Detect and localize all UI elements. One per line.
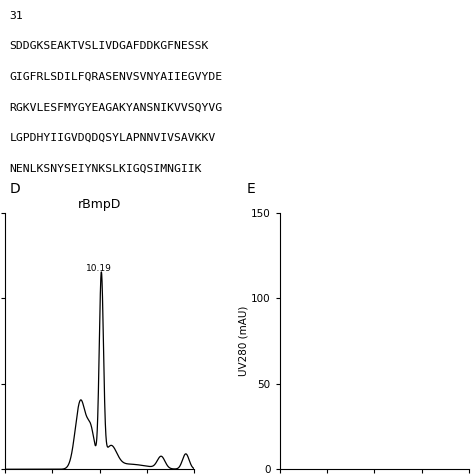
Text: E: E bbox=[246, 182, 255, 196]
Text: RGKVLESFMYGYEAGAKYANSNIKVVSQYVG: RGKVLESFMYGYEAGAKYANSNIKVVSQYVG bbox=[9, 102, 222, 112]
Text: 10.19: 10.19 bbox=[86, 264, 111, 273]
Text: D: D bbox=[9, 182, 20, 196]
Text: SDDGKSEAKTVSLIVDGAFDDKGFNESSK: SDDGKSEAKTVSLIVDGAFDDKGFNESSK bbox=[9, 41, 209, 51]
Text: NENLKSNYSEIYNKSLKIGQSIMNGIIK: NENLKSNYSEIYNKSLKIGQSIMNGIIK bbox=[9, 164, 202, 173]
Text: LGPDHYIIGVDQDQSYLAPNNVIVSAVKKV: LGPDHYIIGVDQDQSYLAPNNVIVSAVKKV bbox=[9, 133, 216, 143]
Y-axis label: UV280 (mAU): UV280 (mAU) bbox=[238, 306, 248, 376]
Text: 31: 31 bbox=[9, 10, 23, 21]
Title: rBmpD: rBmpD bbox=[78, 198, 121, 210]
Text: GIGFRLSDILFQRASENVSVNYAIIEGVYDE: GIGFRLSDILFQRASENVSVNYAIIEGVYDE bbox=[9, 72, 222, 82]
